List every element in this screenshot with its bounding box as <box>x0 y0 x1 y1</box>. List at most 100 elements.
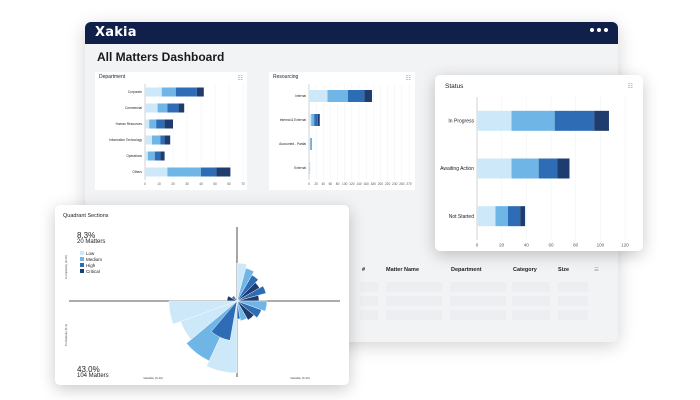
bar-segment[interactable] <box>149 119 157 129</box>
bar-segment[interactable] <box>145 103 158 113</box>
bar-segment[interactable] <box>145 151 148 161</box>
category-label: Not Started <box>449 214 475 220</box>
bar-segment[interactable] <box>309 138 311 150</box>
table-row[interactable] <box>450 310 506 320</box>
col-department[interactable]: Department <box>451 267 482 273</box>
top-matters-count: 20 Matters <box>77 239 106 245</box>
x-tick-label: 260 <box>399 182 405 186</box>
bar-segment[interactable] <box>167 167 201 177</box>
pie-wedge[interactable] <box>211 300 238 341</box>
pie-wedge[interactable] <box>231 295 238 302</box>
resourcing-chart: 0 20 40 60 80 100 120 140 160 180 200 220 240 260 270 I… <box>279 84 412 186</box>
bar-segment[interactable] <box>309 90 328 102</box>
department-chart: 0 10 20 30 40 50 60 70 Corporate Commercial Human … <box>109 84 245 186</box>
x-tick-label: 140 <box>356 182 362 186</box>
bar-segment[interactable] <box>314 114 318 126</box>
table-row[interactable] <box>360 310 378 320</box>
bar-chart-icon[interactable]: ☷ <box>627 84 633 90</box>
bar-segment[interactable] <box>145 167 168 177</box>
bar-segment[interactable] <box>167 103 179 113</box>
bar-segment[interactable] <box>364 90 372 102</box>
table-row[interactable] <box>558 310 588 320</box>
table-row[interactable] <box>360 296 378 306</box>
bar-segment[interactable] <box>178 103 185 113</box>
bar-segment[interactable] <box>317 114 320 126</box>
more-horizontal-icon[interactable] <box>590 28 608 32</box>
bar-segment[interactable] <box>310 138 311 150</box>
x-tick-label: 100 <box>342 182 348 186</box>
table-row[interactable] <box>450 282 506 292</box>
bar-segment[interactable] <box>147 151 155 161</box>
bar-segment[interactable] <box>511 158 539 179</box>
bar-segment[interactable] <box>554 110 595 131</box>
bar-segment[interactable] <box>495 206 508 227</box>
bar-segment[interactable] <box>594 110 609 131</box>
bar-segment[interactable] <box>161 87 176 97</box>
x-tick-label: 40 <box>322 182 326 186</box>
bar-segment[interactable] <box>309 114 312 126</box>
col-number[interactable]: # <box>362 267 366 273</box>
quadrant-title: Quadrant Sections <box>63 213 109 219</box>
bar-segment[interactable] <box>156 119 165 129</box>
pie-wedge[interactable] <box>236 300 248 321</box>
pie-wedge[interactable] <box>236 285 267 302</box>
bar-segment[interactable] <box>311 114 315 126</box>
pie-wedge[interactable] <box>236 274 259 302</box>
bar-segment[interactable] <box>538 158 558 179</box>
x-tick-label: 40 <box>199 182 203 186</box>
table-row[interactable] <box>512 282 550 292</box>
bar-segment[interactable] <box>310 138 312 150</box>
table-row[interactable] <box>360 282 378 292</box>
table-row[interactable] <box>512 296 550 306</box>
pie-wedge[interactable] <box>236 267 255 302</box>
bar-segment[interactable] <box>347 90 365 102</box>
bar-chart-icon[interactable]: ☷ <box>237 76 243 82</box>
filter-lines-icon[interactable]: ☰ <box>594 267 599 273</box>
x-tick-label: 160 <box>363 182 369 186</box>
bar-segment[interactable] <box>164 119 173 129</box>
category-label: Awaiting Action <box>440 166 474 172</box>
col-matter-name[interactable]: Matter Name <box>386 267 420 273</box>
table-row[interactable] <box>450 296 506 306</box>
x-tick-label: 70 <box>241 182 245 186</box>
bar-segment[interactable] <box>145 119 150 129</box>
bar-segment[interactable] <box>309 162 310 174</box>
col-category[interactable]: Category <box>513 267 537 273</box>
bar-segment[interactable] <box>201 167 217 177</box>
pie-wedge[interactable] <box>236 300 255 321</box>
bar-chart-icon[interactable]: ☷ <box>405 76 411 82</box>
x-tick-label: 120 <box>349 182 355 186</box>
bar-segment[interactable] <box>160 135 165 145</box>
bar-segment[interactable] <box>557 158 570 179</box>
bar-segment[interactable] <box>477 158 512 179</box>
bar-segment[interactable] <box>507 206 521 227</box>
bar-segment[interactable] <box>477 206 496 227</box>
bar-segment[interactable] <box>216 167 231 177</box>
bar-segment[interactable] <box>327 90 348 102</box>
x-tick-label: 80 <box>573 243 579 248</box>
x-tick-label: 180 <box>371 182 377 186</box>
bar-segment[interactable] <box>520 206 526 227</box>
pie-wedge[interactable] <box>236 300 262 318</box>
table-row[interactable] <box>558 296 588 306</box>
table-row[interactable] <box>386 296 442 306</box>
bar-segment[interactable] <box>196 87 204 97</box>
bar-segment[interactable] <box>477 110 512 131</box>
bar-segment[interactable] <box>145 135 152 145</box>
bar-segment[interactable] <box>175 87 197 97</box>
table-row[interactable] <box>386 282 442 292</box>
col-size[interactable]: Size <box>558 267 570 273</box>
bar-segment[interactable] <box>145 87 162 97</box>
bar-segment[interactable] <box>154 151 161 161</box>
table-row[interactable] <box>512 310 550 320</box>
x-tick-label: 60 <box>329 182 333 186</box>
bar-segment[interactable] <box>511 110 555 131</box>
table-row[interactable] <box>558 282 588 292</box>
bar-segment[interactable] <box>157 103 168 113</box>
bar-segment[interactable] <box>160 151 165 161</box>
x-tick-label: 60 <box>548 243 554 248</box>
table-row[interactable] <box>386 310 442 320</box>
pie-wedge[interactable] <box>168 300 238 325</box>
bar-segment[interactable] <box>164 135 171 145</box>
bar-segment[interactable] <box>152 135 161 145</box>
